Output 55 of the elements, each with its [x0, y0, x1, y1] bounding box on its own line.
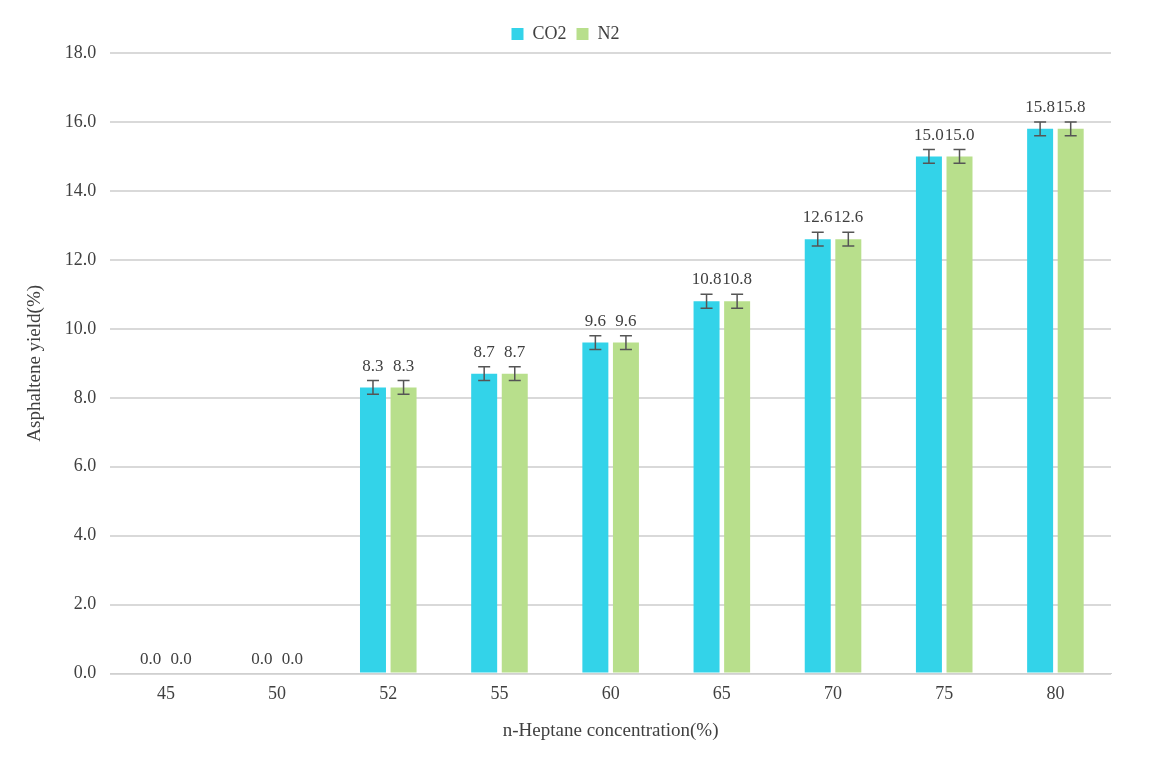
bar: [724, 301, 751, 673]
data-label: 10.8: [722, 269, 752, 289]
data-label: 9.6: [615, 310, 637, 330]
y-tick-label: 12.0: [64, 248, 97, 269]
y-tick-label: 8.0: [73, 386, 97, 407]
x-tick-label: 80: [1046, 683, 1065, 704]
bar: [835, 239, 862, 673]
data-label: 12.6: [802, 207, 833, 227]
y-tick-label: 0.0: [73, 662, 97, 683]
data-label: 15.8: [1025, 96, 1055, 116]
bar: [471, 373, 498, 673]
bar: [1027, 128, 1054, 673]
bar: [359, 387, 386, 673]
legend-label: CO2: [532, 22, 567, 43]
data-label: 0.0: [251, 648, 273, 668]
x-axis-title: n-Heptane concentration(%): [502, 718, 719, 741]
data-label: 8.3: [392, 355, 415, 375]
bar: [946, 156, 973, 673]
bar: [501, 373, 528, 673]
data-label: 9.6: [584, 310, 606, 330]
x-tick-label: 75: [935, 683, 954, 704]
y-tick-label: 14.0: [64, 179, 97, 200]
y-tick-label: 10.0: [64, 317, 97, 338]
bar: [612, 342, 639, 673]
y-tick-label: 4.0: [73, 524, 97, 545]
y-tick-label: 2.0: [73, 593, 97, 614]
y-tick-label: 6.0: [73, 455, 97, 476]
x-tick-label: 65: [712, 683, 731, 704]
y-tick-label: 18.0: [64, 41, 97, 62]
y-axis-title: Asphaltene yield(%): [23, 284, 46, 442]
data-label: 8.3: [362, 355, 384, 375]
data-label: 12.6: [833, 207, 864, 227]
data-label: 8.7: [473, 341, 496, 361]
bar: [582, 342, 609, 673]
bar: [915, 156, 942, 673]
data-label: 15.8: [1055, 96, 1086, 116]
x-tick-label: 45: [156, 683, 175, 704]
data-label: 0.0: [281, 648, 303, 668]
y-tick-label: 16.0: [64, 110, 97, 131]
data-label: 15.0: [944, 124, 975, 144]
x-tick-label: 52: [379, 683, 398, 704]
x-tick-label: 70: [824, 683, 843, 704]
data-label: 0.0: [139, 648, 162, 668]
legend-label: N2: [597, 22, 620, 43]
bar: [804, 239, 831, 673]
data-label: 8.7: [504, 341, 526, 361]
data-label: 15.0: [914, 124, 944, 144]
x-tick-label: 55: [490, 683, 509, 704]
bar: [1057, 128, 1084, 673]
data-label: 0.0: [170, 648, 192, 668]
bar: [693, 301, 720, 673]
data-label: 10.8: [691, 269, 722, 289]
x-tick-label: 60: [601, 683, 620, 704]
bar: [390, 387, 417, 673]
x-tick-label: 50: [268, 683, 287, 704]
